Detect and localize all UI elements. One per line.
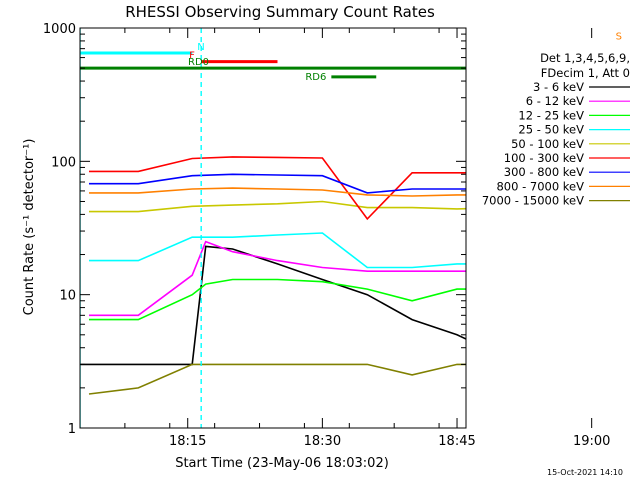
legend-label-2: 12 - 25 keV [518,108,584,122]
y-tick-label-3: 1000 [43,22,76,37]
legend-label-5: 100 - 300 keV [504,151,584,165]
legend-header-line-2: FDecim 1, Att 0 [541,66,630,80]
legend-label-1: 6 - 12 keV [526,94,584,108]
x-tick-label-0: 18:15 [169,434,206,449]
series-line-3-seg-0 [89,232,466,269]
flag-label-1: F [189,51,195,62]
flag-label-3: RD6 [305,72,326,83]
legend-header-line-1: Det 1,3,4,5,6,9, [540,51,630,65]
chart-title: RHESSI Observing Summary Count Rates [125,3,435,21]
marker-lines [80,28,466,428]
series-line-2-seg-0 [89,278,466,321]
plot-frame [79,27,467,429]
y-tick-label-0: 1 [68,422,76,437]
legend: Det 1,3,4,5,6,9, FDecim 1, Att 0 3 - 6 k… [482,51,630,208]
series-line-4-seg-0 [89,200,466,213]
x-tick-label-2: 18:45 [438,434,475,449]
legend-label-0: 3 - 6 keV [533,80,584,94]
legend-label-4: 50 - 100 keV [511,137,584,151]
flag-label-2: RD0 [188,57,209,68]
series-line-7-seg-0 [89,187,466,197]
legend-label-3: 25 - 50 keV [518,123,584,137]
flag-label-0: N [197,42,204,53]
x-tick-label-1: 18:30 [304,434,341,449]
series-group [80,156,466,395]
timestamp: 15-Oct-2021 14:10 [547,468,623,477]
x-tick-label-3: 19:00 [573,434,610,449]
legend-label-6: 300 - 800 keV [504,165,584,179]
series-line-6-seg-0 [89,173,466,194]
y-tick-label-1: 10 [59,289,76,304]
series-line-1-seg-0 [89,240,466,317]
series-line-5-seg-0 [89,156,466,221]
flag-label-4: S [616,31,622,42]
series-line-0-seg-0 [80,245,466,366]
x-axis-label: Start Time (23-May-06 18:03:02) [175,456,389,471]
series-line-8-seg-0 [88,363,466,395]
legend-label-8: 7000 - 15000 keV [482,194,584,208]
legend-label-7: 800 - 7000 keV [496,179,584,193]
y-tick-label-2: 100 [51,155,76,170]
y-axis-label: Count Rate (s⁻¹ detector⁻¹) [22,139,37,316]
